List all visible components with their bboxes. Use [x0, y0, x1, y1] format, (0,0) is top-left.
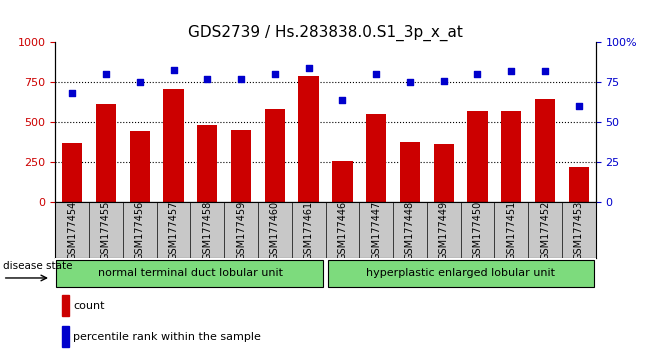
Bar	[569, 167, 589, 202]
Bar	[231, 130, 251, 202]
Text: percentile rank within the sample: percentile rank within the sample	[73, 332, 261, 342]
Point	[303, 65, 314, 71]
Bar	[434, 144, 454, 202]
Point	[236, 76, 246, 82]
Point	[337, 97, 348, 103]
Point	[405, 80, 415, 85]
Bar	[130, 131, 150, 202]
Bar	[62, 295, 69, 316]
Bar	[535, 99, 555, 202]
Point	[439, 78, 449, 84]
Bar	[467, 111, 488, 202]
Bar	[163, 89, 184, 202]
Bar	[327, 260, 594, 287]
Point	[506, 68, 516, 74]
Bar	[265, 109, 285, 202]
Text: hyperplastic enlarged lobular unit: hyperplastic enlarged lobular unit	[366, 268, 555, 278]
Text: disease state: disease state	[3, 261, 72, 271]
Bar	[501, 111, 521, 202]
Bar	[332, 161, 353, 202]
Bar	[96, 104, 116, 202]
Point	[135, 80, 145, 85]
Point	[574, 103, 584, 109]
Point	[540, 68, 550, 74]
Bar	[299, 76, 319, 202]
Point	[472, 72, 482, 77]
Point	[371, 72, 381, 77]
Bar	[400, 142, 420, 202]
Text: normal terminal duct lobular unit: normal terminal duct lobular unit	[98, 268, 283, 278]
Bar	[62, 143, 82, 202]
Bar	[62, 326, 69, 347]
Text: count: count	[73, 301, 105, 311]
Point	[169, 67, 179, 73]
Bar	[197, 125, 217, 202]
Point	[202, 76, 212, 82]
Bar	[366, 114, 386, 202]
Point	[67, 91, 77, 96]
Point	[270, 72, 280, 77]
Bar	[57, 260, 324, 287]
Title: GDS2739 / Hs.283838.0.S1_3p_x_at: GDS2739 / Hs.283838.0.S1_3p_x_at	[188, 25, 463, 41]
Point	[101, 72, 111, 77]
